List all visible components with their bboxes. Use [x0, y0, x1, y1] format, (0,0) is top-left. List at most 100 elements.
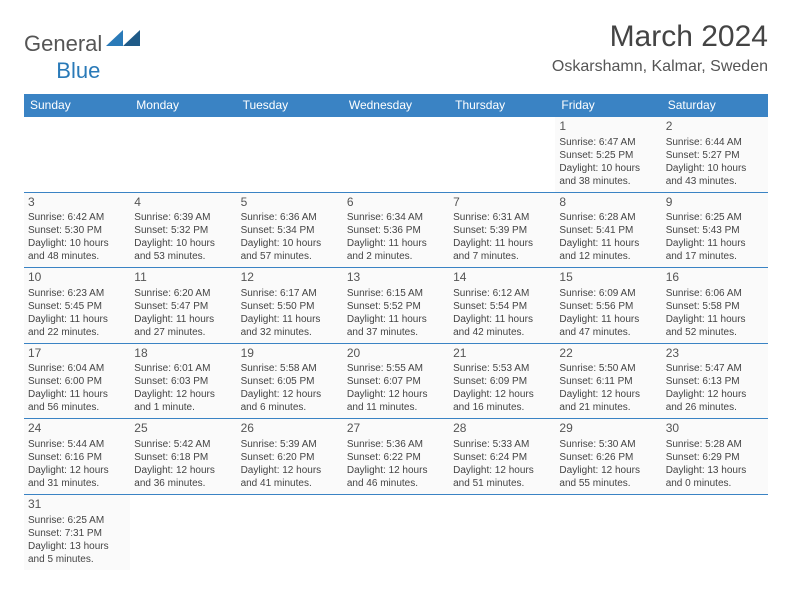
calendar-cell: 5Sunrise: 6:36 AMSunset: 5:34 PMDaylight…: [237, 192, 343, 268]
cell-line: Sunrise: 6:47 AM: [559, 136, 657, 149]
cell-line: Daylight: 12 hours: [559, 388, 657, 401]
cell-line: and 22 minutes.: [28, 326, 126, 339]
cell-line: Daylight: 12 hours: [134, 388, 232, 401]
month-title: March 2024: [552, 20, 768, 54]
cell-line: Sunrise: 6:12 AM: [453, 287, 551, 300]
calendar-cell: 25Sunrise: 5:42 AMSunset: 6:18 PMDayligh…: [130, 419, 236, 495]
cell-line: and 38 minutes.: [559, 175, 657, 188]
cell-line: Sunrise: 6:28 AM: [559, 211, 657, 224]
cell-line: Daylight: 13 hours: [666, 464, 764, 477]
cell-line: Sunset: 5:50 PM: [241, 300, 339, 313]
cell-line: Sunset: 5:39 PM: [453, 224, 551, 237]
day-number: 24: [28, 421, 126, 437]
cell-line: Daylight: 12 hours: [347, 388, 445, 401]
cell-line: Sunrise: 6:42 AM: [28, 211, 126, 224]
calendar-cell: [343, 117, 449, 193]
day-number: 10: [28, 270, 126, 286]
cell-line: and 6 minutes.: [241, 401, 339, 414]
calendar-cell: 8Sunrise: 6:28 AMSunset: 5:41 PMDaylight…: [555, 192, 661, 268]
cell-line: Sunrise: 6:34 AM: [347, 211, 445, 224]
cell-line: Sunrise: 5:55 AM: [347, 362, 445, 375]
day-number: 19: [241, 346, 339, 362]
cell-line: Daylight: 12 hours: [241, 388, 339, 401]
cell-line: Daylight: 10 hours: [559, 162, 657, 175]
logo-text-blue: Blue: [56, 58, 100, 84]
calendar-cell: 26Sunrise: 5:39 AMSunset: 6:20 PMDayligh…: [237, 419, 343, 495]
cell-line: Sunrise: 6:23 AM: [28, 287, 126, 300]
cell-line: and 43 minutes.: [666, 175, 764, 188]
cell-line: Sunset: 6:00 PM: [28, 375, 126, 388]
calendar-cell: 24Sunrise: 5:44 AMSunset: 6:16 PMDayligh…: [24, 419, 130, 495]
calendar-cell: 11Sunrise: 6:20 AMSunset: 5:47 PMDayligh…: [130, 268, 236, 344]
day-number: 8: [559, 195, 657, 211]
cell-line: Sunset: 5:34 PM: [241, 224, 339, 237]
cell-line: Sunset: 6:18 PM: [134, 451, 232, 464]
cell-line: and 53 minutes.: [134, 250, 232, 263]
cell-line: and 2 minutes.: [347, 250, 445, 263]
cell-line: Sunrise: 5:30 AM: [559, 438, 657, 451]
cell-line: Sunset: 5:54 PM: [453, 300, 551, 313]
cell-line: Sunset: 5:27 PM: [666, 149, 764, 162]
calendar-cell: 6Sunrise: 6:34 AMSunset: 5:36 PMDaylight…: [343, 192, 449, 268]
day-header: Friday: [555, 94, 661, 117]
calendar-cell: 19Sunrise: 5:58 AMSunset: 6:05 PMDayligh…: [237, 343, 343, 419]
cell-line: Sunset: 5:43 PM: [666, 224, 764, 237]
calendar-cell: [662, 494, 768, 569]
cell-line: and 12 minutes.: [559, 250, 657, 263]
day-number: 15: [559, 270, 657, 286]
cell-line: Daylight: 11 hours: [241, 313, 339, 326]
cell-line: Sunrise: 5:58 AM: [241, 362, 339, 375]
cell-line: Daylight: 12 hours: [666, 388, 764, 401]
day-number: 7: [453, 195, 551, 211]
cell-line: Sunrise: 6:39 AM: [134, 211, 232, 224]
cell-line: Sunset: 6:26 PM: [559, 451, 657, 464]
cell-line: Sunrise: 5:47 AM: [666, 362, 764, 375]
cell-line: Daylight: 11 hours: [666, 313, 764, 326]
day-number: 20: [347, 346, 445, 362]
calendar-cell: 22Sunrise: 5:50 AMSunset: 6:11 PMDayligh…: [555, 343, 661, 419]
cell-line: Daylight: 11 hours: [347, 313, 445, 326]
cell-line: Daylight: 11 hours: [453, 313, 551, 326]
cell-line: and 32 minutes.: [241, 326, 339, 339]
cell-line: and 17 minutes.: [666, 250, 764, 263]
cell-line: Sunrise: 6:25 AM: [28, 514, 126, 527]
cell-line: Sunset: 5:47 PM: [134, 300, 232, 313]
cell-line: Sunrise: 6:36 AM: [241, 211, 339, 224]
cell-line: Sunrise: 6:17 AM: [241, 287, 339, 300]
cell-line: and 7 minutes.: [453, 250, 551, 263]
day-header: Wednesday: [343, 94, 449, 117]
cell-line: and 51 minutes.: [453, 477, 551, 490]
cell-line: and 16 minutes.: [453, 401, 551, 414]
cell-line: Sunset: 6:24 PM: [453, 451, 551, 464]
calendar-cell: 4Sunrise: 6:39 AMSunset: 5:32 PMDaylight…: [130, 192, 236, 268]
calendar-cell: [130, 117, 236, 193]
cell-line: and 31 minutes.: [28, 477, 126, 490]
day-number: 26: [241, 421, 339, 437]
cell-line: Daylight: 10 hours: [28, 237, 126, 250]
day-number: 5: [241, 195, 339, 211]
cell-line: Sunrise: 5:50 AM: [559, 362, 657, 375]
day-number: 3: [28, 195, 126, 211]
cell-line: Sunrise: 5:33 AM: [453, 438, 551, 451]
cell-line: Sunrise: 6:15 AM: [347, 287, 445, 300]
cell-line: Sunrise: 5:36 AM: [347, 438, 445, 451]
day-number: 16: [666, 270, 764, 286]
calendar-cell: 21Sunrise: 5:53 AMSunset: 6:09 PMDayligh…: [449, 343, 555, 419]
cell-line: and 11 minutes.: [347, 401, 445, 414]
day-number: 12: [241, 270, 339, 286]
cell-line: and 27 minutes.: [134, 326, 232, 339]
calendar-cell: 31Sunrise: 6:25 AMSunset: 7:31 PMDayligh…: [24, 494, 130, 569]
cell-line: Sunrise: 5:44 AM: [28, 438, 126, 451]
calendar-cell: 12Sunrise: 6:17 AMSunset: 5:50 PMDayligh…: [237, 268, 343, 344]
calendar-cell: 28Sunrise: 5:33 AMSunset: 6:24 PMDayligh…: [449, 419, 555, 495]
calendar-header-row: SundayMondayTuesdayWednesdayThursdayFrid…: [24, 94, 768, 117]
cell-line: Sunset: 5:56 PM: [559, 300, 657, 313]
cell-line: Daylight: 11 hours: [28, 313, 126, 326]
calendar-cell: 27Sunrise: 5:36 AMSunset: 6:22 PMDayligh…: [343, 419, 449, 495]
cell-line: Sunset: 6:29 PM: [666, 451, 764, 464]
calendar-week-row: 31Sunrise: 6:25 AMSunset: 7:31 PMDayligh…: [24, 494, 768, 569]
calendar-cell: 15Sunrise: 6:09 AMSunset: 5:56 PMDayligh…: [555, 268, 661, 344]
cell-line: Sunset: 6:05 PM: [241, 375, 339, 388]
cell-line: Sunset: 5:41 PM: [559, 224, 657, 237]
cell-line: and 46 minutes.: [347, 477, 445, 490]
